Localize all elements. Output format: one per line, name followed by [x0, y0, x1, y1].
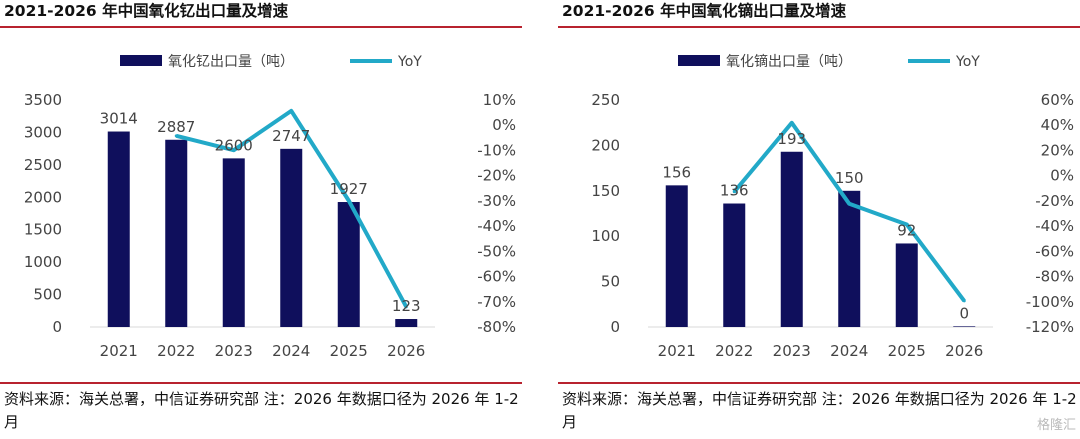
y-tick-label: 200: [591, 136, 620, 154]
x-tick-label: 2021: [658, 342, 696, 360]
y2-tick-label: 0%: [492, 116, 516, 134]
data-label: 2887: [157, 118, 195, 136]
bar-2026: [953, 326, 976, 327]
y-tick-label: 50: [601, 273, 620, 291]
yoy-point-2026: [962, 299, 966, 303]
bar-2024: [838, 190, 861, 327]
data-label: 156: [662, 163, 691, 181]
yoy-point-2023: [232, 148, 236, 152]
y2-tick-label: 40%: [1041, 116, 1074, 134]
y2-tick-label: -80%: [477, 318, 516, 336]
y2-tick-label: -20%: [477, 167, 516, 185]
bar-2021: [107, 131, 130, 327]
bar-2025: [337, 202, 360, 327]
legend-bar-swatch: [678, 55, 720, 66]
data-label: 123: [392, 297, 421, 315]
bar-2023: [780, 151, 803, 327]
data-label: 2747: [272, 127, 310, 145]
source-rule: [0, 382, 522, 384]
chart-panel-dysprosium-oxide: 2021-2026 年中国氧化镝出口量及增速 氧化镝出口量（吨） YoY 0 50 10…: [558, 0, 1080, 439]
y2-tick-label: -120%: [1026, 318, 1074, 336]
y2-tick-label: 60%: [1041, 91, 1074, 109]
yoy-point-2023: [790, 121, 794, 125]
chart-title: 2021-2026 年中国氧化镝出口量及增速: [562, 2, 847, 20]
y-tick-label: 3500: [24, 91, 62, 109]
data-label: 2600: [215, 136, 253, 154]
yoy-point-2025: [347, 199, 351, 203]
chart-yttrium-oxide: 氧化钇出口量（吨） YoY 0 500 1000 1500 2000 2500 3000 3500…: [24, 54, 516, 360]
data-label: 0: [959, 304, 969, 322]
y2-tick-label: 20%: [1041, 141, 1074, 159]
title-rule: [558, 26, 1080, 28]
yoy-point-2024: [289, 109, 293, 113]
bar-2022: [165, 139, 188, 327]
y-tick-label: 500: [33, 286, 62, 304]
bar-2024: [280, 148, 303, 327]
legend-bar-swatch: [120, 55, 162, 66]
y-tick-label: 1500: [24, 221, 62, 239]
y2-tick-label: -80%: [1035, 268, 1074, 286]
y-tick-label: 0: [610, 318, 620, 336]
data-label: 150: [835, 169, 864, 187]
y2-tick-label: 0%: [1050, 167, 1074, 185]
y2-tick-label: -40%: [477, 217, 516, 235]
y-tick-label: 150: [591, 182, 620, 200]
x-tick-label: 2022: [157, 342, 195, 360]
x-tick-label: 2025: [888, 342, 926, 360]
y2-tick-label: -10%: [477, 141, 516, 159]
y2-tick-label: -20%: [1035, 192, 1074, 210]
y-tick-label: 1000: [24, 253, 62, 271]
title-rule: [0, 26, 522, 28]
y2-tick-label: -40%: [1035, 217, 1074, 235]
data-label: 193: [777, 130, 806, 148]
x-tick-label: 2022: [715, 342, 753, 360]
legend-label-volume: 氧化镝出口量（吨）: [726, 53, 852, 70]
yoy-point-2026: [404, 305, 408, 309]
x-tick-label: 2023: [773, 342, 811, 360]
x-tick-label: 2021: [100, 342, 138, 360]
data-label: 1927: [330, 180, 368, 198]
bar-2026: [395, 319, 418, 327]
y2-tick-label: -30%: [477, 192, 516, 210]
y-tick-label: 0: [52, 318, 62, 336]
y2-tick-label: 10%: [483, 91, 516, 109]
bar-2025: [895, 243, 918, 327]
chart-panel-yttrium-oxide: 2021-2026 年中国氧化钇出口量及增速 氧化钇出口量（吨） YoY 0 500 1…: [0, 0, 522, 439]
source-note: 资料来源：海关总署，中信证券研究部 注：2026 年数据口径为 2026 年 1…: [562, 390, 1077, 431]
y2-tick-label: -60%: [1035, 242, 1074, 260]
yoy-point-2025: [905, 222, 909, 226]
x-tick-label: 2026: [387, 342, 425, 360]
y-tick-label: 250: [591, 91, 620, 109]
y2-tick-label: -100%: [1026, 293, 1074, 311]
x-tick-label: 2024: [830, 342, 868, 360]
y2-tick-label: -70%: [477, 293, 516, 311]
yoy-point-2022: [174, 134, 178, 138]
y-tick-label: 2500: [24, 156, 62, 174]
data-label: 3014: [100, 110, 138, 128]
data-label: 92: [897, 221, 916, 239]
legend-label-yoy: YoY: [397, 54, 422, 70]
legend-label-volume: 氧化钇出口量（吨）: [168, 54, 294, 70]
y-tick-label: 3000: [24, 123, 62, 141]
yoy-point-2022: [732, 190, 736, 194]
x-tick-label: 2023: [215, 342, 253, 360]
y2-tick-label: -50%: [477, 242, 516, 260]
x-tick-label: 2026: [945, 342, 983, 360]
y-tick-label: 100: [591, 227, 620, 245]
chart-dysprosium-oxide: 氧化镝出口量（吨） YoY 0 50 100 150 200 250 -120% -100% -80…: [591, 53, 1074, 360]
source-rule: [558, 382, 1080, 384]
y-tick-label: 2000: [24, 188, 62, 206]
x-tick-label: 2025: [330, 342, 368, 360]
source-note: 资料来源：海关总署，中信证券研究部 注：2026 年数据口径为 2026 年 1…: [4, 390, 519, 431]
x-tick-label: 2024: [272, 342, 310, 360]
yoy-point-2024: [847, 202, 851, 206]
bar-2022: [723, 203, 746, 327]
bar-2021: [665, 185, 688, 327]
data-label: 136: [720, 182, 749, 200]
y2-tick-label: -60%: [477, 268, 516, 286]
chart-title: 2021-2026 年中国氧化钇出口量及增速: [4, 2, 289, 20]
legend-label-yoy: YoY: [955, 54, 980, 70]
bar-2023: [222, 158, 245, 327]
watermark-logo: 格隆汇: [1036, 418, 1076, 433]
